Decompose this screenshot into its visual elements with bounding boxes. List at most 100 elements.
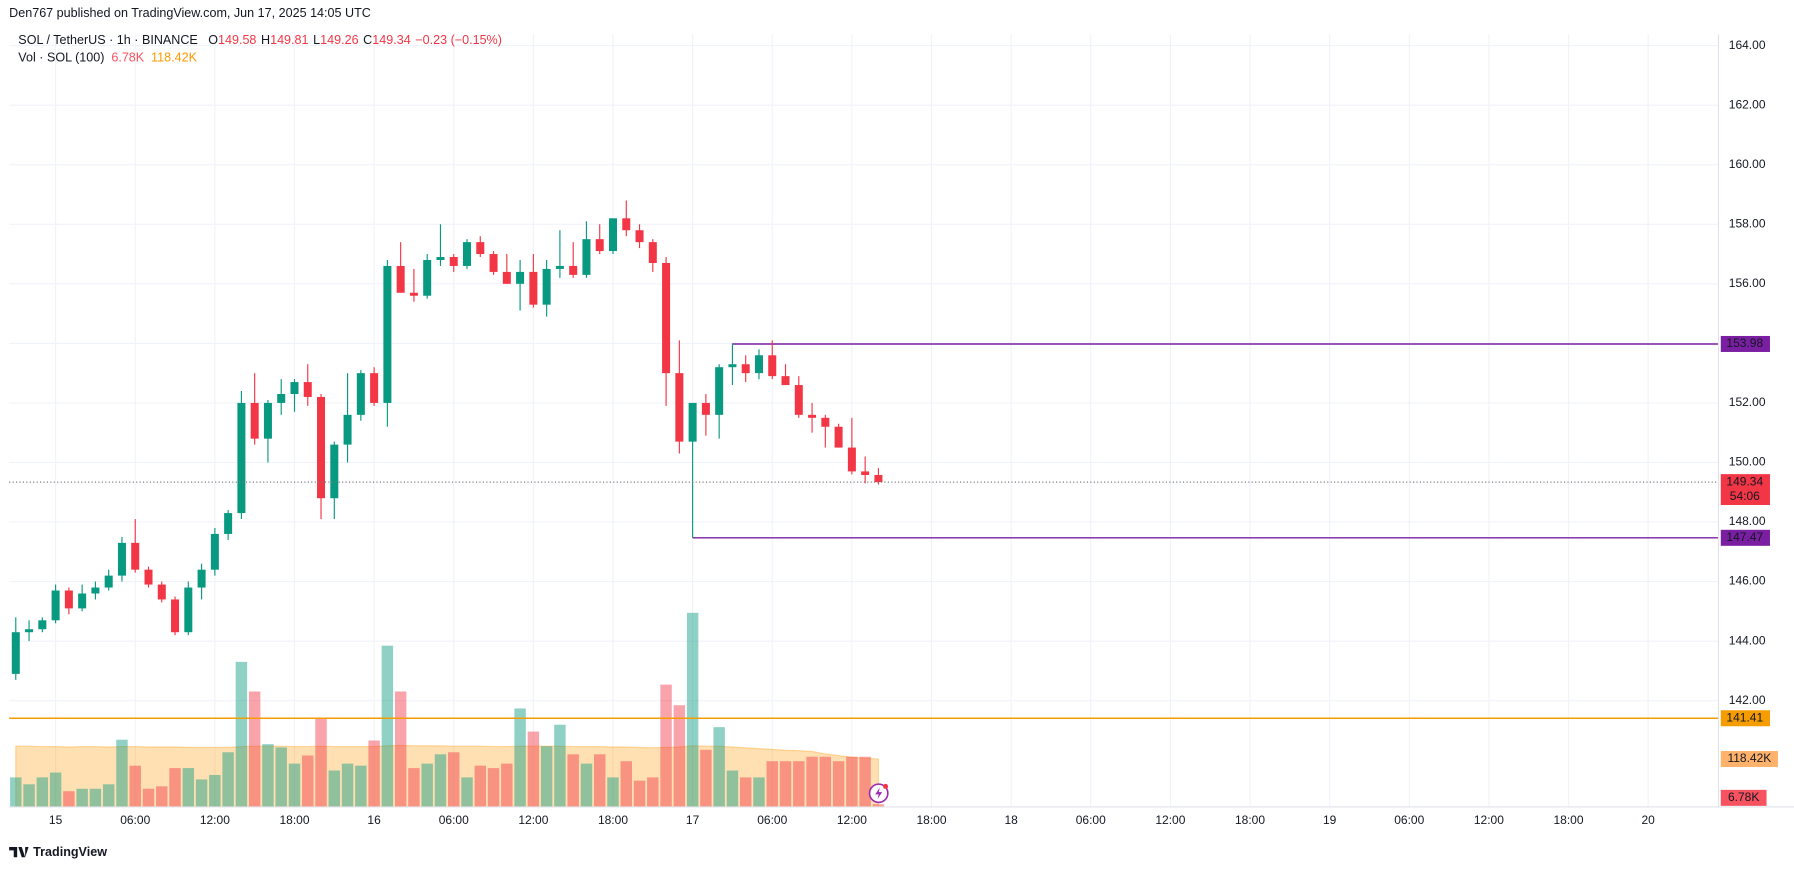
- candle-body: [463, 242, 472, 266]
- x-tick-label: 12:00: [837, 813, 867, 827]
- candle-body: [131, 542, 140, 570]
- ohlc-value: 149.58: [218, 33, 256, 47]
- volume-bar: [76, 788, 88, 807]
- level-badge: [1720, 710, 1770, 727]
- grid: [9, 34, 1719, 807]
- candle-body: [78, 593, 87, 609]
- candle-body: [91, 587, 100, 594]
- alert-bolt: [875, 787, 883, 799]
- candle-body: [317, 396, 326, 499]
- level-badge: [1720, 529, 1770, 546]
- volume-bar: [36, 777, 49, 807]
- footer-text: TradingView: [33, 845, 107, 859]
- volume-bar: [832, 761, 845, 807]
- ohlc-value: 149.81: [270, 33, 308, 47]
- candle-body: [728, 364, 737, 368]
- volume-bar: [474, 765, 487, 807]
- candle-body: [144, 569, 153, 585]
- candle-body: [51, 590, 60, 621]
- volume-bar: [10, 777, 22, 807]
- volume-bar: [487, 768, 500, 807]
- x-tick-label: 12:00: [1155, 813, 1185, 827]
- volume-bar: [169, 768, 181, 807]
- candle-body: [343, 414, 352, 445]
- candle-body: [396, 265, 405, 293]
- candle-body: [821, 417, 830, 427]
- x-tick-label: 18:00: [916, 813, 946, 827]
- y-tick-label: 152.00: [1729, 395, 1766, 409]
- y-tick-label: 146.00: [1729, 574, 1766, 588]
- volume-bar: [726, 770, 739, 807]
- volume-bar: [527, 731, 540, 807]
- volume-bar: [793, 761, 805, 807]
- volume-bar: [182, 768, 195, 807]
- y-tick-label: 144.00: [1729, 633, 1766, 647]
- x-tick-label: 17: [686, 813, 700, 827]
- volume-bar: [302, 755, 314, 807]
- x-tick-label: 12:00: [200, 813, 230, 827]
- change: −0.23 (−0.15%): [415, 33, 502, 47]
- price-pane: [9, 200, 1719, 719]
- ohlc-label: O: [208, 33, 218, 47]
- volume-bar: [116, 739, 128, 807]
- volume-bar: [222, 752, 234, 807]
- x-tick-label: 06:00: [757, 813, 787, 827]
- volume-bar: [341, 763, 354, 807]
- volume-bar: [235, 661, 248, 807]
- candle-body: [502, 271, 511, 284]
- volume-last-label: 6.78K: [1728, 790, 1759, 804]
- volume-bar: [89, 788, 102, 807]
- volume-pane: [10, 612, 885, 808]
- volume-bar: [262, 744, 274, 807]
- footer-logo: TradingView: [9, 845, 107, 859]
- level-label: 141.41: [1726, 710, 1763, 724]
- x-tick-label: 06:00: [1394, 813, 1424, 827]
- volume-bar: [554, 724, 566, 807]
- candle-body: [715, 367, 724, 415]
- candle-body: [675, 373, 684, 442]
- candle-body: [210, 533, 219, 570]
- ohlc-value: 149.26: [320, 33, 358, 47]
- volume-bar: [540, 746, 553, 807]
- volume-ma: 118.42K: [151, 51, 198, 65]
- candle-body: [808, 414, 817, 418]
- candle-body: [184, 587, 193, 633]
- candle-body: [157, 584, 166, 600]
- candle-body: [608, 218, 617, 252]
- volume-ma-badge: [1720, 750, 1778, 767]
- volume-bar: [102, 784, 115, 807]
- volume-bar: [819, 756, 832, 807]
- candle-body: [263, 402, 272, 439]
- candle-body: [330, 444, 339, 499]
- candle-body: [38, 620, 47, 630]
- candle-body: [489, 254, 498, 272]
- symbol: SOL / TetherUS · 1h · BINANCE: [18, 33, 198, 47]
- countdown-label: 54:06: [1730, 489, 1760, 503]
- candle-body: [834, 426, 843, 448]
- logo-icon: [9, 846, 29, 858]
- candle-body: [383, 265, 392, 403]
- candle-body: [635, 230, 644, 243]
- x-tick-label: 20: [1641, 813, 1655, 827]
- x-tick-label: 18:00: [279, 813, 309, 827]
- candle-body: [25, 629, 34, 633]
- volume-bar: [368, 740, 380, 807]
- y-tick-label: 142.00: [1729, 693, 1766, 707]
- volume-bar: [248, 691, 261, 807]
- x-tick-label: 18:00: [1553, 813, 1583, 827]
- volume-bar: [514, 708, 526, 807]
- candle-body: [370, 373, 379, 403]
- candle-body: [237, 402, 246, 514]
- volume-bar: [713, 727, 725, 807]
- publish-header: Den767 published on TradingView.com, Jun…: [9, 6, 371, 20]
- volume-bar: [156, 786, 168, 807]
- volume-bar: [501, 763, 513, 807]
- candle-body: [794, 385, 803, 415]
- volume-ma-area: [15, 744, 879, 808]
- candle-body: [847, 447, 856, 472]
- volume-bar: [355, 765, 367, 807]
- y-tick-label: 162.00: [1729, 97, 1766, 111]
- volume-bar: [872, 804, 885, 807]
- candle-body: [250, 402, 259, 439]
